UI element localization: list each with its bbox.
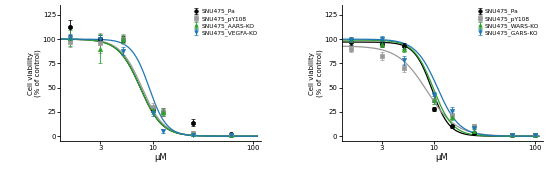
Legend: SNU475_Pa, SNU475_pY108, SNU475_WARS-KO, SNU475_GARS-KO: SNU475_Pa, SNU475_pY108, SNU475_WARS-KO,…: [476, 8, 540, 37]
Legend: SNU475_Pa, SNU475_pY108, SNU475_AARS-KO, SNU475_VEGFA-KO: SNU475_Pa, SNU475_pY108, SNU475_AARS-KO,…: [192, 8, 258, 37]
X-axis label: μM: μM: [155, 153, 167, 162]
Y-axis label: Cell viability
(% of control): Cell viability (% of control): [28, 49, 41, 97]
Y-axis label: Cell viability
(% of control): Cell viability (% of control): [309, 49, 323, 97]
X-axis label: μM: μM: [436, 153, 448, 162]
